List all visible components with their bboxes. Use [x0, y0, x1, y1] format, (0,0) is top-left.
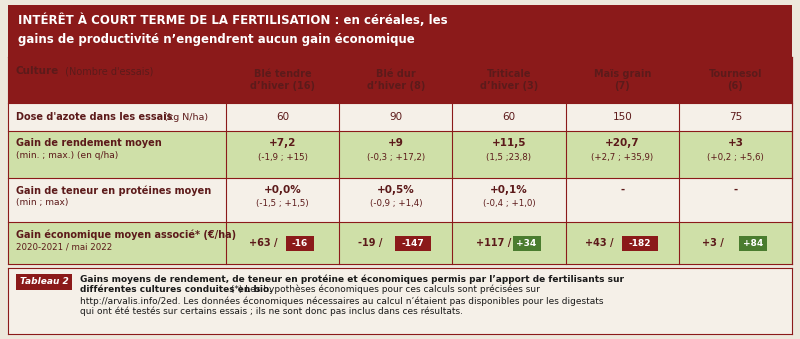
Text: 60: 60 — [502, 112, 515, 122]
Text: qui ont été testés sur certains essais ; ils ne sont donc pas inclus dans ces ré: qui ont été testés sur certains essais ;… — [80, 307, 463, 317]
Text: Blé tendre
d’hiver (16): Blé tendre d’hiver (16) — [250, 69, 315, 91]
Text: différentes cultures conduites en bio.: différentes cultures conduites en bio. — [80, 285, 273, 294]
Text: -182: -182 — [629, 239, 651, 247]
Text: (Nombre d'essais): (Nombre d'essais) — [62, 66, 154, 76]
Bar — [395, 236, 431, 251]
Text: 60: 60 — [276, 112, 289, 122]
Text: Dose d'azote dans les essais: Dose d'azote dans les essais — [16, 112, 176, 122]
Text: Blé dur
d’hiver (8): Blé dur d’hiver (8) — [366, 69, 425, 91]
Text: (-0,4 ; +1,0): (-0,4 ; +1,0) — [482, 199, 535, 208]
Text: +43 /: +43 / — [585, 238, 617, 248]
Text: -19 /: -19 / — [358, 238, 386, 248]
Text: (-0,9 ; +1,4): (-0,9 ; +1,4) — [370, 199, 422, 208]
Text: +84: +84 — [742, 239, 763, 247]
Text: Gain économique moyen associé* (€/ha): Gain économique moyen associé* (€/ha) — [16, 229, 236, 239]
Text: +117 /: +117 / — [475, 238, 514, 248]
Text: +20,7: +20,7 — [605, 138, 639, 148]
Text: (+0,2 ; +5,6): (+0,2 ; +5,6) — [707, 153, 764, 162]
Bar — [8, 5, 792, 57]
Text: (1,5 ;23,8): (1,5 ;23,8) — [486, 153, 531, 162]
Bar — [622, 236, 658, 251]
Bar — [8, 131, 792, 178]
Text: INTÉRÊT À COURT TERME DE LA FERTILISATION : en céréales, les: INTÉRÊT À COURT TERME DE LA FERTILISATIO… — [18, 13, 448, 26]
Text: +0,0%: +0,0% — [264, 185, 302, 195]
Text: Gain de rendement moyen: Gain de rendement moyen — [16, 138, 162, 148]
Text: (*) Les hypothèses économiques pour ces calculs sont précisées sur: (*) Les hypothèses économiques pour ces … — [228, 285, 540, 295]
Bar — [8, 103, 792, 131]
Text: +7,2: +7,2 — [269, 138, 296, 148]
Text: (-0,3 ; +17,2): (-0,3 ; +17,2) — [366, 153, 425, 162]
Text: +63 /: +63 / — [249, 238, 281, 248]
Bar — [8, 178, 792, 222]
Text: Gains moyens de rendement, de teneur en protéine et économiques permis par l’app: Gains moyens de rendement, de teneur en … — [80, 274, 624, 283]
Text: Tournesol
(6): Tournesol (6) — [709, 69, 762, 91]
Text: 90: 90 — [390, 112, 402, 122]
Text: 2020-2021 / mai 2022: 2020-2021 / mai 2022 — [16, 243, 112, 252]
Text: 75: 75 — [729, 112, 742, 122]
Bar — [8, 222, 792, 264]
Text: (+2,7 ; +35,9): (+2,7 ; +35,9) — [591, 153, 654, 162]
Text: (min ; max): (min ; max) — [16, 198, 68, 207]
Text: -16: -16 — [292, 239, 308, 247]
Text: http://arvalis.info/2ed. Les données économiques nécessaires au calcul n’étaient: http://arvalis.info/2ed. Les données éco… — [80, 296, 603, 305]
Text: Maïs grain
(7): Maïs grain (7) — [594, 69, 651, 91]
Text: Culture: Culture — [16, 66, 59, 76]
Bar — [16, 274, 72, 290]
Text: -: - — [620, 185, 624, 195]
Bar — [8, 268, 792, 334]
Bar — [513, 236, 541, 251]
Bar — [739, 236, 767, 251]
Text: -: - — [734, 185, 738, 195]
Text: 150: 150 — [612, 112, 632, 122]
Text: +34: +34 — [516, 239, 537, 247]
Text: (-1,9 ; +15): (-1,9 ; +15) — [258, 153, 307, 162]
Text: +0,5%: +0,5% — [377, 185, 414, 195]
Text: Gain de teneur en protéines moyen: Gain de teneur en protéines moyen — [16, 185, 211, 196]
Text: (min. ; max.) (en q/ha): (min. ; max.) (en q/ha) — [16, 151, 118, 160]
Text: -147: -147 — [402, 239, 425, 247]
Text: gains de productivité n’engendrent aucun gain économique: gains de productivité n’engendrent aucun… — [18, 33, 414, 46]
Bar — [286, 236, 314, 251]
Text: +11,5: +11,5 — [492, 138, 526, 148]
Text: Tableau 2: Tableau 2 — [20, 278, 68, 286]
Text: +3: +3 — [727, 138, 743, 148]
Text: Triticale
d’hiver (3): Triticale d’hiver (3) — [480, 69, 538, 91]
Text: +3 /: +3 / — [702, 238, 727, 248]
Text: +0,1%: +0,1% — [490, 185, 528, 195]
Text: (kg N/ha): (kg N/ha) — [164, 113, 208, 121]
Bar — [8, 57, 792, 103]
Text: +9: +9 — [388, 138, 404, 148]
Text: (-1,5 ; +1,5): (-1,5 ; +1,5) — [256, 199, 309, 208]
